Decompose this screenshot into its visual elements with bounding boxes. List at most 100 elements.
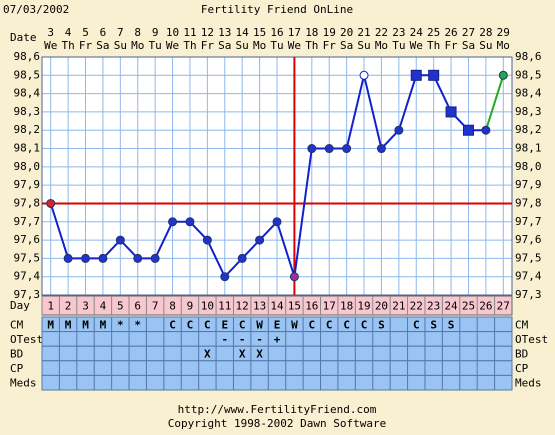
cycle-day: 14 (270, 300, 284, 313)
cycle-day: 3 (82, 300, 89, 313)
weekday: Su (114, 39, 127, 52)
footer-copyright: Copyright 1998-2002 Dawn Software (168, 417, 387, 430)
row-cell: C (326, 318, 333, 331)
cycle-day: 11 (218, 300, 231, 313)
chart-title: Fertility Friend OnLine (201, 3, 353, 16)
row-cell: M (65, 318, 72, 331)
point-square (428, 69, 440, 81)
y-tick-label-right: 98,3 (515, 105, 542, 118)
point (237, 253, 247, 263)
cycle-day: 27 (497, 300, 510, 313)
date-number: 7 (117, 26, 124, 39)
cycle-day: 20 (375, 300, 388, 313)
row-cell: S (378, 318, 385, 331)
y-tick-label-right: 97,3 (515, 288, 542, 301)
cycle-day: 8 (169, 300, 176, 313)
y-tick-label-right: 97,6 (515, 233, 542, 246)
point (46, 198, 56, 208)
weekday: Mo (375, 39, 388, 52)
cycle-day: 6 (134, 300, 141, 313)
y-tick-label-right: 97,8 (515, 196, 542, 209)
point (220, 272, 230, 282)
row-background (41, 345, 513, 362)
row-label: BD (10, 348, 23, 361)
point (115, 235, 125, 245)
row-cell: * (134, 318, 141, 331)
date-number: 13 (218, 26, 231, 39)
weekday: Tu (392, 39, 405, 52)
y-tick-label-right: 97,4 (515, 270, 542, 283)
cycle-day: 4 (100, 300, 107, 313)
weekday: Tu (270, 39, 283, 52)
weekday: Su (479, 39, 492, 52)
row-cell: - (239, 333, 246, 346)
cycle-day: 1 (47, 300, 54, 313)
row-label: Meds (10, 377, 37, 390)
date-number: 16 (270, 26, 283, 39)
date-number: 10 (166, 26, 179, 39)
y-tick-label-right: 98,2 (515, 123, 542, 136)
projection-line (484, 75, 505, 131)
y-tick-label: 97,3 (14, 288, 41, 301)
date-label: Date (10, 31, 37, 44)
date-number: 21 (357, 26, 370, 39)
cycle-day: 13 (253, 300, 266, 313)
row-label-right: OTest (515, 333, 548, 346)
date-number: 25 (427, 26, 440, 39)
row-label-right: BD (515, 348, 528, 361)
row-cell: X (239, 348, 246, 361)
row-cell: S (430, 318, 437, 331)
date-number: 5 (82, 26, 89, 39)
weekday: We (288, 39, 301, 52)
point (342, 144, 352, 154)
weekday: Th (427, 39, 440, 52)
point-square (462, 124, 474, 136)
cycle-day: 17 (323, 300, 336, 313)
date-number: 15 (253, 26, 266, 39)
cycle-day: 21 (392, 300, 405, 313)
row-cell: C (413, 318, 420, 331)
plot-border (41, 56, 513, 296)
cycle-day: 2 (65, 300, 72, 313)
row-cell: C (309, 318, 316, 331)
y-tick-label-right: 98,5 (515, 68, 542, 81)
weekday: Fr (444, 39, 458, 52)
date-number: 28 (479, 26, 492, 39)
row-label: OTest (10, 333, 43, 346)
point (63, 253, 73, 263)
weekday: Th (305, 39, 318, 52)
row-cell: - (256, 333, 263, 346)
point (133, 253, 143, 263)
weekday: Th (183, 39, 196, 52)
row-cell: W (291, 318, 298, 331)
date-number: 29 (497, 26, 510, 39)
cycle-day: 26 (479, 300, 492, 313)
y-tick-label-right: 97,5 (515, 251, 542, 264)
row-cell: S (448, 318, 455, 331)
date-number: 6 (100, 26, 107, 39)
point (81, 253, 91, 263)
date-number: 19 (323, 26, 336, 39)
row-label: CP (10, 362, 24, 375)
weekday: Fr (323, 39, 337, 52)
cycle-day: 25 (462, 300, 475, 313)
row-cell: C (204, 318, 211, 331)
cycle-day: 18 (340, 300, 353, 313)
weekday: Sa (462, 39, 475, 52)
point (307, 144, 317, 154)
y-tick-label: 98,4 (14, 87, 41, 100)
date-number: 12 (201, 26, 214, 39)
date-number: 18 (305, 26, 318, 39)
y-tick-label: 97,7 (14, 215, 41, 228)
weekday: Tu (149, 39, 162, 52)
row-label-right: CM (515, 318, 529, 331)
row-label-right: CP (515, 362, 529, 375)
date-number: 8 (134, 26, 141, 39)
weekday: Sa (218, 39, 231, 52)
weekday: Mo (131, 39, 144, 52)
row-cell: C (343, 318, 350, 331)
date-number: 27 (462, 26, 475, 39)
row-cell: X (204, 348, 211, 361)
point (289, 272, 299, 282)
